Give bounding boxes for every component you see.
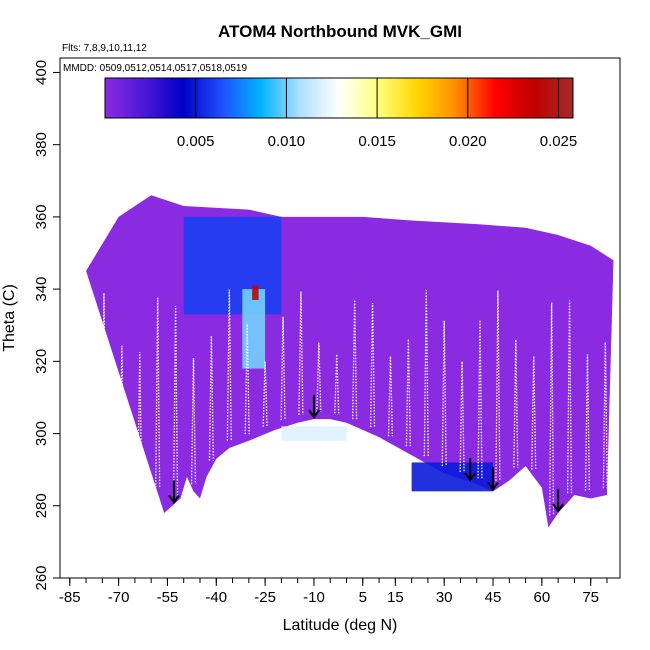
colorbar-tick-label: 0.005 <box>177 133 215 150</box>
flight-trace <box>423 290 429 457</box>
flight-trace <box>531 356 537 470</box>
dates-annotation: MMDD: 0509,0512,0514,0517,0518,0519 <box>63 63 247 74</box>
x-tick-label: -55 <box>157 589 179 606</box>
flight-trace <box>584 354 591 491</box>
profile-arrow <box>487 467 499 492</box>
enhanced-cell <box>183 216 282 315</box>
y-tick-label: 320 <box>33 349 50 374</box>
x-tick-label: -85 <box>59 589 81 606</box>
flight-trace <box>566 300 573 494</box>
flight-trace <box>441 320 447 467</box>
y-tick-label: 400 <box>33 60 50 85</box>
flight-trace <box>352 299 358 420</box>
flight-trace <box>602 342 608 489</box>
y-tick-label: 280 <box>33 493 50 518</box>
plot-area <box>83 195 614 528</box>
y-tick-label: 380 <box>33 132 50 157</box>
flight-trace <box>495 290 501 481</box>
flight-trace <box>137 351 143 488</box>
x-tick-label: -10 <box>303 589 325 606</box>
flight-trace <box>226 289 232 441</box>
enhanced-cell <box>411 462 494 492</box>
flight-trace <box>155 297 161 488</box>
plot-frame <box>59 57 621 579</box>
flight-trace <box>316 342 322 412</box>
y-tick-label: 340 <box>33 277 50 302</box>
flight-trace <box>387 356 394 437</box>
flight-trace <box>369 303 376 428</box>
flight-trace <box>190 357 197 485</box>
profile-arrow <box>464 457 477 482</box>
colorbar-scale <box>104 77 574 119</box>
flight-trace <box>298 291 304 415</box>
y-axis: 260 280 300 320 340 360 380 400 <box>33 60 60 591</box>
flight-trace <box>244 324 250 435</box>
x-tick-label: -25 <box>254 589 276 606</box>
colorbar: 0.005 0.010 0.015 0.020 0.025 <box>104 77 577 150</box>
colorbar-ticks: 0.005 0.010 0.015 0.020 0.025 <box>177 78 577 150</box>
profile-arrow <box>552 489 564 513</box>
x-tick-label: -70 <box>108 589 130 606</box>
flight-trace <box>280 316 286 421</box>
colorbar-tick-label: 0.020 <box>449 133 487 150</box>
flight-trace <box>119 345 125 488</box>
y-tick-label: 260 <box>33 565 50 590</box>
x-tick-label: 75 <box>582 589 599 606</box>
colorbar-tick-label: 0.015 <box>358 133 396 150</box>
colorbar-tick-label: 0.025 <box>540 133 578 150</box>
colorbar-tick-label: 0.010 <box>268 133 306 150</box>
x-axis: -85 -70 -55 -40 -25 -10 5 15 30 45 60 75 <box>59 578 608 606</box>
x-tick-label: -40 <box>205 589 227 606</box>
flight-trace <box>549 302 555 516</box>
flight-trace <box>208 335 214 461</box>
flight-traces <box>83 289 608 516</box>
y-tick-label: 300 <box>33 421 50 446</box>
enhanced-cell <box>252 285 259 300</box>
x-tick-label: 5 <box>359 589 367 606</box>
flights-annotation: Flts: 7,8,9,10,11,12 <box>62 43 147 54</box>
chart-title: ATOM4 Northbound MVK_GMI <box>218 22 462 41</box>
enhanced-regions <box>183 216 494 492</box>
heatmap-region <box>86 195 614 528</box>
flight-trace <box>83 313 89 488</box>
x-tick-label: 30 <box>436 589 453 606</box>
profile-arrow <box>308 395 320 419</box>
flight-trace <box>262 361 268 427</box>
flight-trace <box>101 292 107 488</box>
x-axis-label: Latitude (deg N) <box>283 617 398 634</box>
x-tick-label: 15 <box>387 589 404 606</box>
flight-trace <box>513 339 519 468</box>
flight-trace <box>172 305 179 496</box>
enhanced-cell <box>281 426 347 441</box>
y-tick-label: 360 <box>33 204 50 229</box>
flight-trace <box>459 361 465 473</box>
y-axis-label: Theta (C) <box>1 284 18 352</box>
profile-arrows <box>168 395 564 513</box>
profile-arrow <box>168 480 180 505</box>
enhanced-cell <box>242 289 266 369</box>
x-tick-label: 60 <box>534 589 551 606</box>
x-tick-label: 45 <box>485 589 502 606</box>
